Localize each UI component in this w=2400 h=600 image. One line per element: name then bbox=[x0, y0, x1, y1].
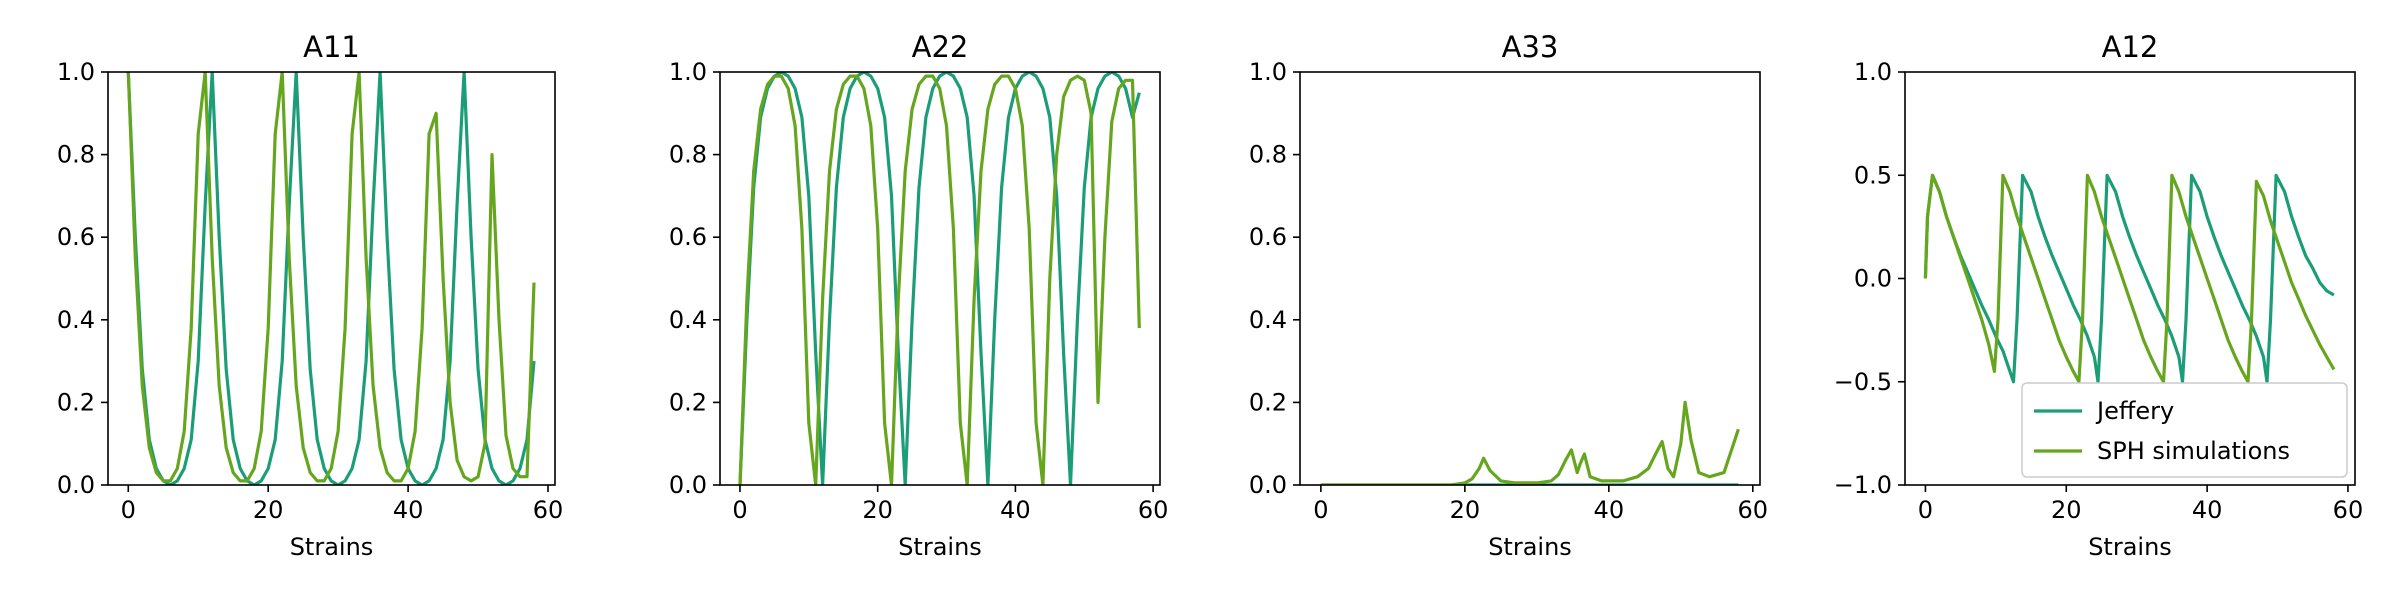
y-tick-label: 1.0 bbox=[669, 58, 707, 86]
x-tick-label: 0 bbox=[1918, 496, 1933, 524]
y-tick-label: −0.5 bbox=[1834, 368, 1892, 396]
y-tick-label: 0.6 bbox=[1249, 223, 1287, 251]
y-tick-label: 1.0 bbox=[57, 58, 95, 86]
x-axis-label: Strains bbox=[2088, 533, 2172, 561]
series-line-sph bbox=[738, 74, 1141, 485]
y-tick-label: 1.0 bbox=[1854, 58, 1892, 86]
x-tick-label: 0 bbox=[121, 496, 136, 524]
y-tick-label: 0.5 bbox=[1854, 161, 1892, 189]
series-line-jeffery bbox=[738, 72, 1141, 485]
chart-panel-2: 0 20 40 60 0.0 0.2 0.4 0.6 0.8 1.0 A22 Strains bbox=[669, 30, 1169, 561]
x-tick-label: 40 bbox=[2192, 496, 2223, 524]
y-tick-label: 0.8 bbox=[57, 141, 95, 169]
y-tick-label: 0.4 bbox=[1249, 306, 1287, 334]
legend-label: Jeffery bbox=[2095, 397, 2174, 425]
x-tick-label: 40 bbox=[1594, 496, 1625, 524]
x-tick-label: 60 bbox=[2333, 496, 2364, 524]
x-tick-label: 60 bbox=[1738, 496, 1769, 524]
x-tick-label: 40 bbox=[1000, 496, 1031, 524]
x-tick-label: 60 bbox=[1138, 496, 1169, 524]
x-tick-label: 20 bbox=[862, 496, 893, 524]
legend-box bbox=[2021, 382, 2348, 478]
x-axis-label: Strains bbox=[898, 533, 982, 561]
y-tick-label: 0.0 bbox=[1854, 265, 1892, 293]
axes-frame bbox=[1299, 71, 1761, 486]
panels: 0 20 40 60 0.0 0.2 0.4 0.6 0.8 1.0 A11 Strains 0 20 40… bbox=[57, 30, 2363, 561]
axes-frame bbox=[107, 71, 556, 486]
panel-title: A12 bbox=[2102, 30, 2159, 64]
y-tick-label: 0.8 bbox=[1249, 141, 1287, 169]
legend: Jeffery SPH simulations bbox=[2021, 382, 2348, 478]
y-tick-label: 0.6 bbox=[669, 223, 707, 251]
y-tick-label: 0.0 bbox=[669, 471, 707, 499]
y-tick-label: 0.4 bbox=[669, 306, 707, 334]
x-tick-label: 20 bbox=[253, 496, 284, 524]
series-line-sph bbox=[1320, 400, 1740, 485]
chart-panel-4: 0 20 40 60 −1.0 −0.5 0.0 0.5 1.0 A12 Strains Jeffer… bbox=[1834, 30, 2364, 561]
chart-panel-3: 0 20 40 60 0.0 0.2 0.4 0.6 0.8 1.0 A33 Strains bbox=[1249, 30, 1768, 561]
x-tick-label: 60 bbox=[533, 496, 564, 524]
y-tick-label: 0.2 bbox=[57, 388, 95, 416]
y-tick-label: −1.0 bbox=[1834, 471, 1892, 499]
x-axis-label: Strains bbox=[290, 533, 374, 561]
panel-title: A11 bbox=[303, 30, 360, 64]
y-tick-label: 0.4 bbox=[57, 306, 95, 334]
series-line-sph bbox=[1923, 173, 2336, 384]
x-tick-label: 0 bbox=[1313, 496, 1328, 524]
y-tick-label: 1.0 bbox=[1249, 58, 1287, 86]
panel-title: A33 bbox=[1502, 30, 1559, 64]
axes-frame bbox=[719, 71, 1161, 486]
x-tick-label: 20 bbox=[2051, 496, 2082, 524]
x-tick-label: 20 bbox=[1450, 496, 1481, 524]
y-tick-label: 0.6 bbox=[57, 223, 95, 251]
x-axis-label: Strains bbox=[1488, 533, 1572, 561]
series-line-jeffery bbox=[126, 72, 536, 485]
series-line-jeffery bbox=[1923, 173, 2335, 384]
legend-label: SPH simulations bbox=[2097, 437, 2290, 465]
series-line-sph bbox=[126, 72, 536, 483]
y-tick-label: 0.2 bbox=[1249, 388, 1287, 416]
y-tick-label: 0.0 bbox=[57, 471, 95, 499]
y-tick-label: 0.2 bbox=[669, 388, 707, 416]
x-tick-label: 0 bbox=[732, 496, 747, 524]
panel-title: A22 bbox=[912, 30, 969, 64]
x-tick-label: 40 bbox=[393, 496, 424, 524]
chart-panel-1: 0 20 40 60 0.0 0.2 0.4 0.6 0.8 1.0 A11 Strains bbox=[57, 30, 563, 561]
y-tick-label: 0.0 bbox=[1249, 471, 1287, 499]
y-tick-label: 0.8 bbox=[669, 141, 707, 169]
